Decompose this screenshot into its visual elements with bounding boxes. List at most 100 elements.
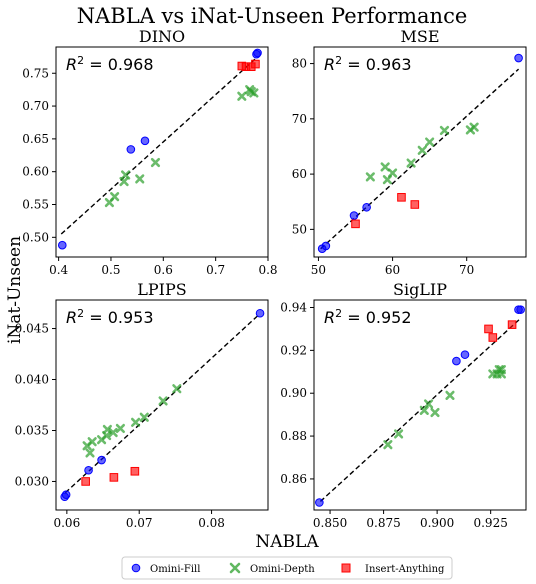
x-tick-label: 50 (311, 263, 326, 277)
point-omini-depth (87, 437, 97, 447)
x-tick-label: 0.08 (198, 516, 225, 530)
y-tick-label: 50 (292, 222, 307, 236)
plot-frame (55, 46, 269, 258)
legend-label-insert-anything: Insert-Anything (365, 564, 445, 575)
point-omini-depth (430, 407, 440, 418)
point-omini-depth (494, 365, 504, 375)
plot-frame (313, 299, 527, 511)
point-omini-depth (249, 88, 259, 98)
chart-lpips: LPIPS R2 = 0.953 0.06 0.07 0.08 0.030 0.035 0.0… (15, 280, 269, 530)
legend-entry-omini-depth: Omini-Depth (229, 562, 315, 575)
point-omini-depth (393, 429, 404, 439)
chart-title: MSE (400, 27, 439, 46)
point-omini-fill (97, 455, 106, 465)
fit-line (60, 56, 258, 235)
series-omini-depth (365, 122, 479, 185)
y-tick-label: 0.030 (15, 474, 49, 488)
x-tick-label: 0.6 (154, 263, 173, 277)
x-tick-label: 70 (459, 263, 474, 277)
r2-annotation: R2 = 0.953 (66, 307, 154, 327)
x-tick-label: 0.900 (420, 516, 454, 530)
r2-annotation: R2 = 0.952 (324, 307, 412, 327)
point-insert-anything (130, 466, 140, 476)
fit-line (319, 318, 521, 502)
point-omini-depth (85, 448, 95, 458)
x-tick-label: 60 (385, 263, 400, 277)
point-omini-depth (158, 396, 168, 406)
point-omini-fill (362, 202, 371, 212)
y-tick-label: 0.90 (280, 386, 307, 400)
point-insert-anything (109, 473, 119, 482)
point-omini-depth (115, 423, 125, 434)
point-omini-fill (452, 356, 461, 366)
point-omini-depth (469, 122, 479, 132)
point-omini-fill (140, 136, 150, 146)
series-insert-anything (81, 466, 140, 486)
x-tick-label: 0.7 (206, 263, 225, 277)
point-omini-fill (516, 305, 525, 314)
series-insert-anything (351, 193, 420, 229)
fit-line (320, 68, 520, 250)
legend-label-omini-depth: Omini-Depth (250, 564, 315, 575)
y-tick-label: 0.55 (22, 198, 49, 212)
y-tick-label: 0.75 (22, 66, 49, 80)
point-omini-depth (365, 172, 375, 182)
x-tick-label: 0.07 (126, 516, 153, 530)
series-omini-fill (60, 308, 265, 502)
point-insert-anything (410, 200, 420, 209)
point-omini-fill (255, 308, 265, 318)
point-omini-depth (150, 157, 161, 168)
point-omini-depth (139, 412, 149, 422)
point-omini-fill (315, 498, 324, 507)
x-tick-label: 0.5 (101, 263, 120, 277)
legend: Omini-Fill Omini-Depth Insert-Anything (121, 556, 453, 580)
chart-siglip: SigLIP R2 = 0.952 0.850 0.875 0.900 0.925 0.86… (280, 280, 527, 530)
point-omini-depth (439, 125, 450, 136)
point-insert-anything (484, 324, 493, 334)
plot-frame (55, 299, 269, 511)
x-tick-label: 0.06 (53, 516, 80, 530)
point-omini-depth (425, 137, 435, 147)
x-tick-label: 0.925 (473, 516, 507, 530)
legend-label-omini-fill: Omini-Fill (150, 564, 200, 575)
point-insert-anything (251, 59, 260, 69)
point-omini-depth (130, 417, 141, 427)
point-omini-fill (460, 350, 470, 359)
point-insert-anything (507, 320, 517, 329)
legend-marker-omini-depth (229, 562, 241, 574)
point-omini-fill (321, 241, 331, 251)
chart-title: SigLIP (393, 280, 447, 299)
x-tick-label: 0.850 (313, 516, 347, 530)
r2-annotation: R2 = 0.968 (66, 54, 154, 74)
point-insert-anything (488, 333, 498, 342)
point-omini-fill (514, 53, 523, 63)
series-omini-depth (383, 365, 506, 450)
y-tick-label: 0.94 (280, 301, 307, 315)
legend-entry-insert-anything: Insert-Anything (341, 563, 445, 575)
point-omini-depth (445, 390, 455, 400)
y-tick-label: 0.045 (15, 322, 49, 336)
point-omini-depth (417, 145, 427, 155)
chart-dino: DINO R2 = 0.968 0.4 0.5 0.6 0.7 0.8 0.50 0.55 0.6… (22, 27, 277, 277)
point-omini-depth (496, 369, 506, 379)
y-tick-label: 0.60 (22, 165, 49, 179)
legend-marker-insert-anything (341, 563, 351, 573)
figure-title: NABLA vs iNat-Unseen Performance (77, 4, 468, 28)
r2-annotation: R2 = 0.963 (324, 54, 412, 74)
point-omini-depth (102, 424, 112, 435)
point-omini-fill (253, 48, 262, 58)
series-omini-fill (57, 48, 262, 250)
x-tick-label: 0.875 (366, 516, 400, 530)
point-omini-depth (121, 170, 131, 180)
y-tick-label: 0.86 (280, 472, 307, 486)
plot-frame (313, 46, 527, 258)
y-tick-label: 0.035 (15, 423, 49, 437)
point-omini-depth (110, 192, 120, 202)
y-tick-label: 0.88 (280, 429, 307, 443)
series-omini-fill (315, 305, 525, 507)
figure-xlabel: NABLA (255, 532, 319, 552)
point-insert-anything (81, 477, 90, 486)
point-omini-depth (380, 162, 390, 172)
point-omini-depth (423, 399, 434, 409)
